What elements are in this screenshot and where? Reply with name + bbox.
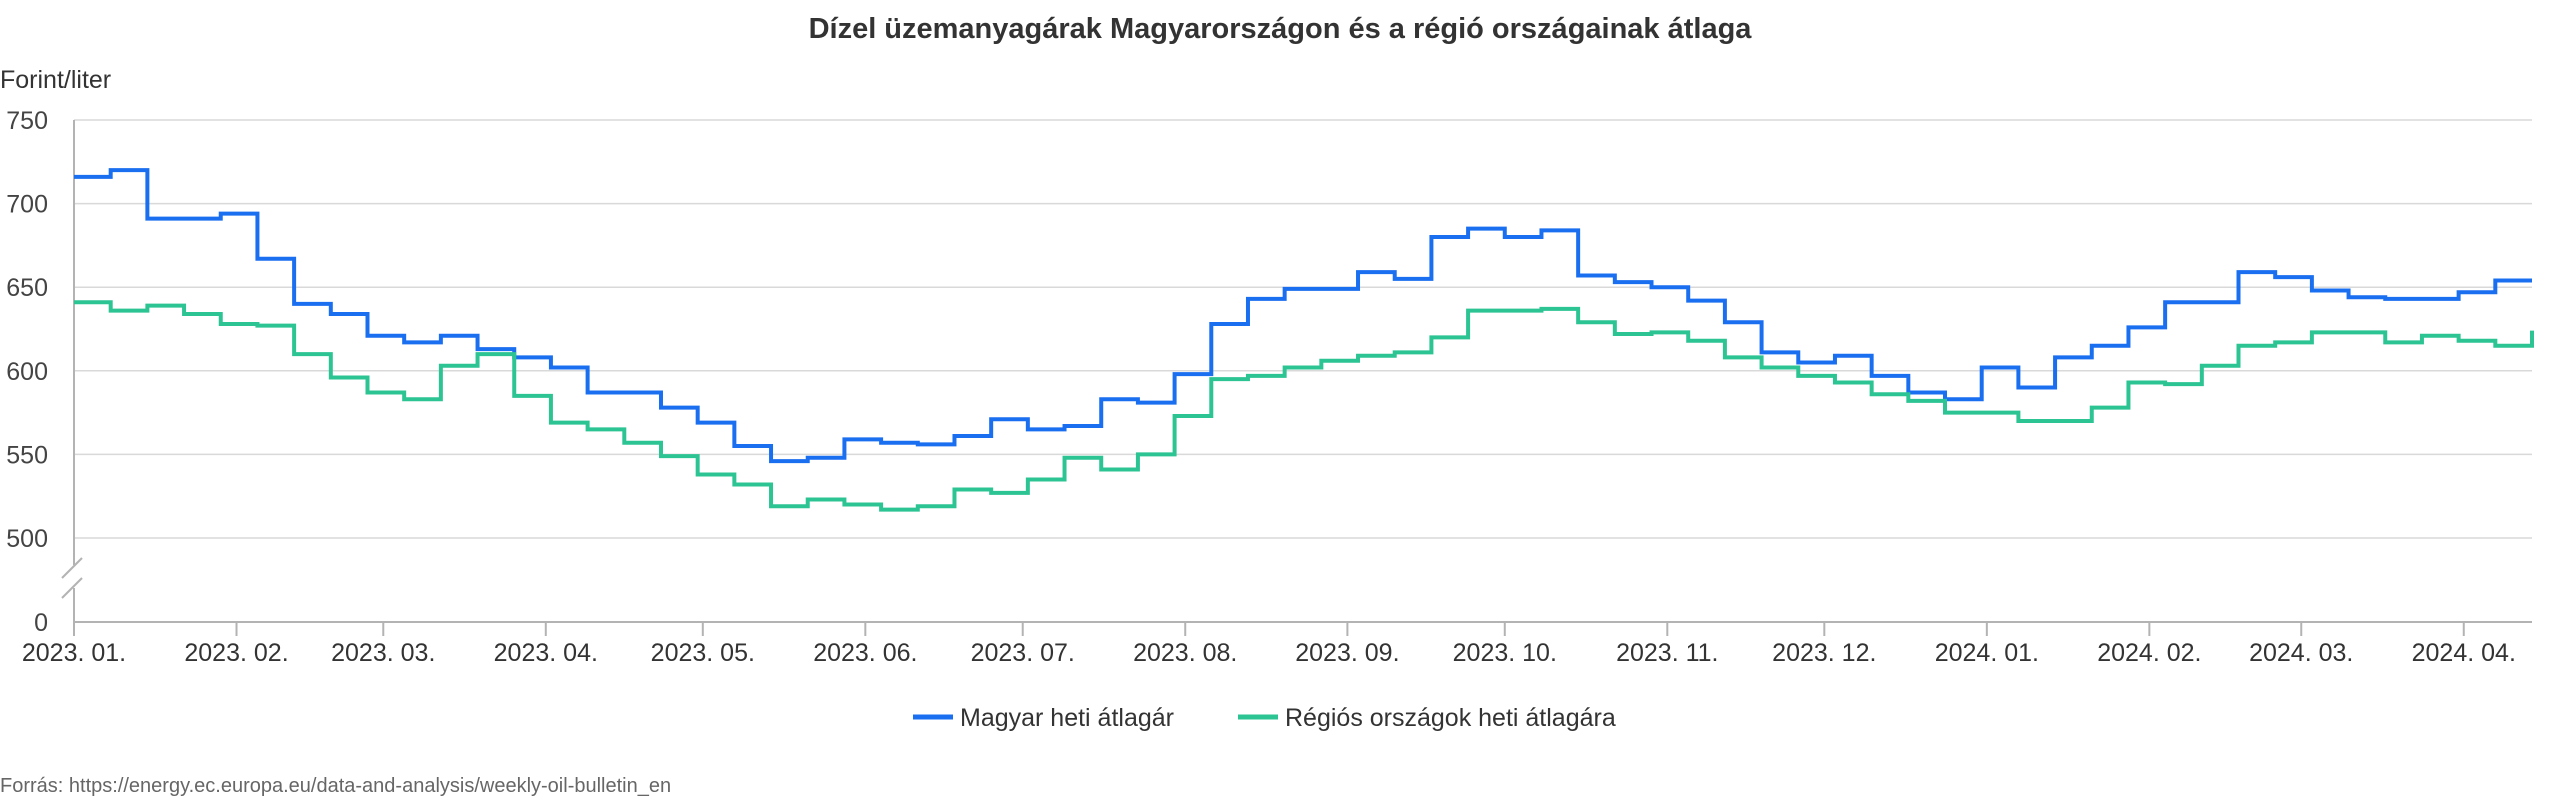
x-tick-label: 2023. 05. [651, 639, 755, 667]
x-tick-label: 2023. 01. [22, 639, 126, 667]
y-axis-ticks: 0 500 550 600 650 700 750 [6, 107, 48, 637]
x-tick-label: 2023. 04. [494, 639, 598, 667]
x-tick-label: 2024. 04. [2412, 639, 2516, 667]
x-tick-label: 2024. 03. [2249, 639, 2353, 667]
x-tick-label: 2023. 03. [331, 639, 435, 667]
legend-item[interactable]: Magyar heti átlagár [913, 704, 1174, 732]
x-tick-label: 2023. 02. [184, 639, 288, 667]
x-tick-label: 2023. 07. [971, 639, 1075, 667]
legend: Magyar heti átlagár Régiós országok heti … [913, 704, 1616, 732]
legend-label: Régiós országok heti átlagára [1285, 704, 1616, 732]
x-tick-label: 2023. 10. [1453, 639, 1557, 667]
x-tick-label: 2023. 11. [1616, 639, 1718, 667]
series-line-1 [74, 300, 2534, 512]
x-tick-label: 2024. 01. [1935, 639, 2039, 667]
series-lines [74, 168, 2534, 512]
series-line-0 [74, 168, 2532, 464]
chart-title: Dízel üzemanyagárak Magyarországon és a … [809, 13, 1753, 45]
x-axis-ticks: 2023. 01. 2023. 02. 2023. 03. 2023. 04. 2023… [22, 622, 2516, 667]
y-tick-label: 650 [6, 274, 48, 302]
y-tick-label: 750 [6, 107, 48, 135]
x-tick-label: 2023. 08. [1133, 639, 1237, 667]
x-tick-label: 2024. 02. [2097, 639, 2201, 667]
legend-item[interactable]: Régiós országok heti átlagára [1238, 704, 1616, 732]
legend-label: Magyar heti átlagár [960, 704, 1174, 732]
gridlines [74, 119, 2532, 539]
y-tick-label: 500 [6, 525, 48, 553]
x-tick-label: 2023. 09. [1295, 639, 1399, 667]
axis-break-mark [61, 557, 83, 579]
y-tick-label: 700 [6, 191, 48, 219]
axes [61, 120, 2532, 623]
y-tick-label: 600 [6, 358, 48, 386]
x-tick-label: 2023. 06. [813, 639, 917, 667]
y-tick-label: 0 [34, 609, 48, 637]
source-note: Forrás: https://energy.ec.europa.eu/data… [0, 775, 671, 797]
axis-break-mark [61, 577, 83, 599]
x-tick-label: 2023. 12. [1772, 639, 1876, 667]
y-tick-label: 550 [6, 441, 48, 469]
y-axis-label: Forint/liter [0, 66, 111, 94]
